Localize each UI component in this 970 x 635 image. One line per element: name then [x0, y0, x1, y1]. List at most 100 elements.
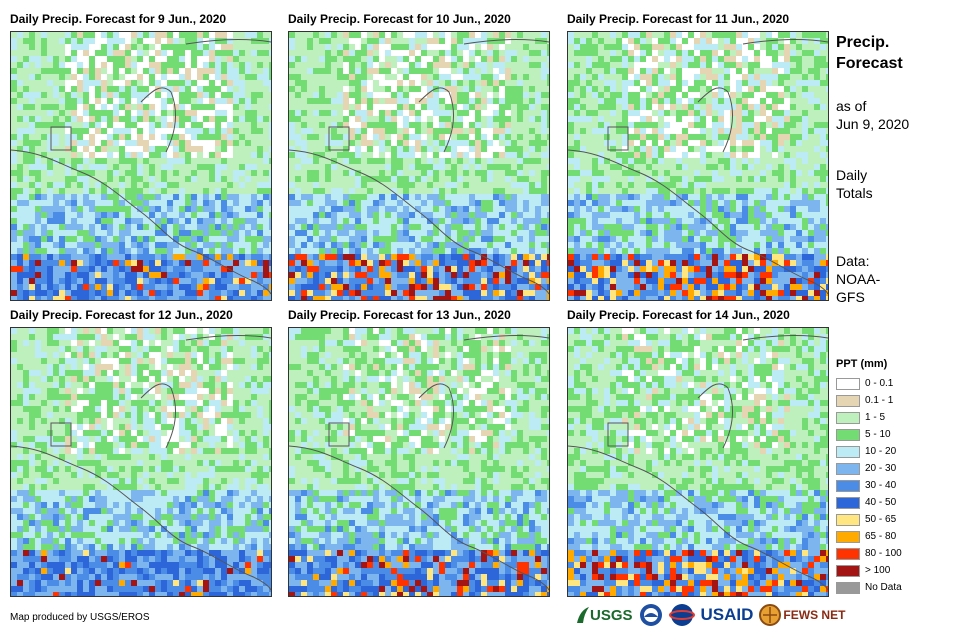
precip-cell [355, 266, 361, 272]
precip-cell [307, 200, 313, 206]
precip-cell [209, 104, 215, 110]
precip-cell [397, 242, 403, 248]
precip-cell [469, 290, 475, 296]
precip-cell [17, 170, 23, 176]
precip-cell [469, 140, 475, 146]
precip-cell [131, 206, 137, 212]
precip-cell [415, 296, 421, 300]
precip-cell [523, 86, 529, 92]
precip-cell [523, 272, 529, 278]
precip-cell [598, 62, 604, 68]
precip-cell [251, 266, 257, 272]
precip-cell [263, 86, 269, 92]
precip-cell [820, 62, 826, 68]
precip-cell [499, 170, 505, 176]
precip-cell [167, 224, 173, 230]
precip-cell [71, 122, 77, 128]
precip-cell [23, 146, 29, 152]
precip-cell [197, 260, 203, 266]
precip-cell [433, 116, 439, 122]
precip-cell [481, 158, 487, 164]
precip-cell [119, 110, 125, 116]
precip-cell [89, 140, 95, 146]
precip-cell [403, 38, 409, 44]
precip-cell [415, 236, 421, 242]
precip-cell [233, 86, 239, 92]
precip-cell [107, 272, 113, 278]
precip-cell [385, 38, 391, 44]
precip-cell [469, 92, 475, 98]
precip-cell [35, 242, 41, 248]
precip-cell [529, 254, 535, 260]
precip-cell [718, 110, 724, 116]
precip-cell [17, 236, 23, 242]
precip-cell [517, 98, 523, 104]
precip-cell [439, 182, 445, 188]
precip-cell [475, 248, 481, 254]
precip-cell [433, 278, 439, 284]
precip-cell [373, 248, 379, 254]
precip-cell [143, 272, 149, 278]
precip-cell [580, 128, 586, 134]
precip-cell [349, 92, 355, 98]
precip-cell [101, 62, 107, 68]
precip-cell [694, 110, 700, 116]
precip-cell [616, 152, 622, 158]
precip-cell [535, 164, 541, 170]
precip-cell [307, 176, 313, 182]
precip-cell [89, 206, 95, 212]
precip-cell [475, 50, 481, 56]
precip-cell [95, 38, 101, 44]
precip-cell [475, 74, 481, 80]
precip-cell [131, 212, 137, 218]
precip-cell [149, 224, 155, 230]
precip-cell [203, 62, 209, 68]
precip-cell [11, 110, 17, 116]
precip-cell [77, 278, 83, 284]
precip-cell [415, 128, 421, 134]
precip-cell [469, 152, 475, 158]
precip-cell [17, 248, 23, 254]
precip-cell [748, 140, 754, 146]
precip-cell [257, 242, 263, 248]
precip-cell [343, 284, 349, 290]
precip-cell [349, 32, 355, 38]
precip-cell [289, 218, 295, 224]
precip-cell [541, 62, 547, 68]
precip-cell [325, 284, 331, 290]
precip-cell [185, 242, 191, 248]
precip-cell [35, 254, 41, 260]
precip-cell [179, 296, 185, 300]
precip-cell [574, 122, 580, 128]
precip-cell [233, 74, 239, 80]
precip-cell [307, 170, 313, 176]
precip-cell [89, 116, 95, 122]
precip-cell [95, 32, 101, 38]
precip-cell [11, 290, 17, 296]
precip-cell [77, 32, 83, 38]
precip-cell [257, 194, 263, 200]
precip-cell [385, 146, 391, 152]
precip-cell [59, 32, 65, 38]
precip-cell [173, 44, 179, 50]
precip-cell [640, 122, 646, 128]
precip-cell [11, 92, 17, 98]
precip-cell [209, 152, 215, 158]
precip-cell [113, 224, 119, 230]
precip-cell [646, 44, 652, 50]
precip-cell [179, 224, 185, 230]
precip-cell [101, 140, 107, 146]
precip-cell [71, 50, 77, 56]
precip-cell [35, 68, 41, 74]
precip-cell [101, 224, 107, 230]
precip-cell [409, 152, 415, 158]
precip-cell [700, 134, 706, 140]
precip-cell [748, 110, 754, 116]
precip-cell [65, 230, 71, 236]
precip-cell [511, 62, 517, 68]
precip-cell [535, 248, 541, 254]
precip-cell [35, 200, 41, 206]
precip-cell [295, 218, 301, 224]
precip-cell [445, 50, 451, 56]
precip-cell [511, 218, 517, 224]
